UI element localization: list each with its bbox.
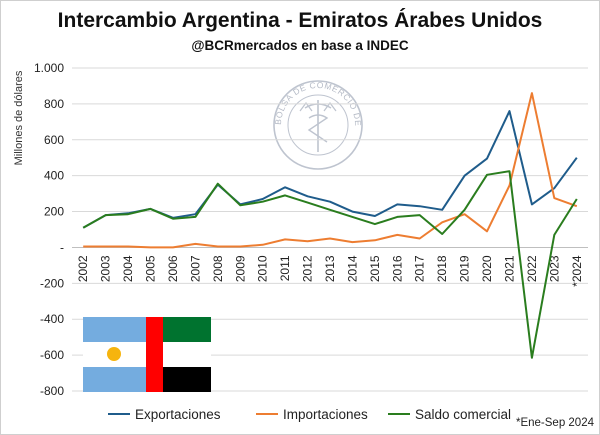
y-tick-label: -600 [40, 348, 64, 362]
y-tick-label: -400 [40, 312, 64, 326]
x-tick-label: 2021 [502, 255, 516, 282]
x-tick-label: 2016 [390, 255, 404, 282]
uae-flag-red-band [146, 317, 163, 392]
x-tick-label: 2012 [301, 255, 315, 282]
series-lines [82, 92, 578, 359]
uae-flag-green-stripe [163, 317, 211, 342]
x-tick-label: 2010 [256, 255, 270, 282]
x-tick-label: 2018 [435, 255, 449, 282]
y-axis-label: Millones de dólares [13, 70, 25, 165]
x-tick-labels: 2002 2003 2004 2005 2006 2007 2008 2009 2010 2011… [76, 255, 584, 287]
chart-title: Intercambio Argentina - Emiratos Árabes … [58, 9, 543, 32]
x-tick-label: 2006 [166, 255, 180, 282]
legend-label: Importaciones [283, 407, 368, 422]
y-tick-label: 800 [44, 97, 64, 111]
footnote: *Ene-Sep 2024 [516, 417, 595, 429]
chart-subtitle: @BCRmercados en base a INDEC [191, 38, 408, 53]
x-tick-label: 2023 [547, 255, 561, 282]
x-tick-label: 2020 [480, 255, 494, 282]
series-line-saldo-comercial [82, 170, 578, 359]
legend-label: Saldo comercial [415, 407, 511, 422]
argentina-flag-top-stripe [83, 317, 158, 342]
x-tick-label: 2009 [233, 255, 247, 282]
x-tick-label: 2007 [188, 255, 202, 282]
x-tick-label: 2013 [323, 255, 337, 282]
y-tick-label: 600 [44, 133, 64, 147]
flags-image [83, 317, 211, 392]
uae-flag-black-stripe [163, 367, 211, 392]
grid-lines [72, 67, 588, 392]
x-tick-label: 2003 [99, 255, 113, 282]
x-tick-label: 2017 [413, 255, 427, 282]
x-tick-label: 2011 [278, 255, 292, 281]
y-tick-label: -800 [40, 384, 64, 398]
y-tick-label: 200 [44, 205, 64, 219]
y-tick-labels: 1.000 800 600 400 200 - -200 -400 -600 -800 [34, 61, 64, 398]
y-tick-label: - [60, 240, 64, 254]
x-tick-label: 2019 [458, 255, 472, 282]
legend-label: Exportaciones [135, 407, 221, 422]
x-tick-label: 2015 [368, 255, 382, 282]
legend: Exportaciones Importaciones Saldo comercia… [108, 407, 511, 422]
x-tick-label: 2022 [525, 255, 539, 282]
argentina-flag-bottom-stripe [83, 367, 158, 392]
uae-flag-white-stripe [163, 342, 211, 367]
x-tick-label: 2004 [121, 255, 135, 282]
y-tick-label: 400 [44, 169, 64, 183]
x-tick-label: *2024 [570, 255, 584, 287]
y-tick-label: 1.000 [34, 61, 64, 75]
series-line-importaciones [83, 92, 578, 249]
x-tick-label: 2005 [144, 255, 158, 282]
y-tick-label: -200 [40, 276, 64, 290]
x-tick-label: 2014 [345, 255, 359, 282]
x-tick-label: 2008 [211, 255, 225, 282]
x-tick-label: 2002 [76, 255, 90, 282]
argentina-sun-icon [107, 347, 121, 361]
